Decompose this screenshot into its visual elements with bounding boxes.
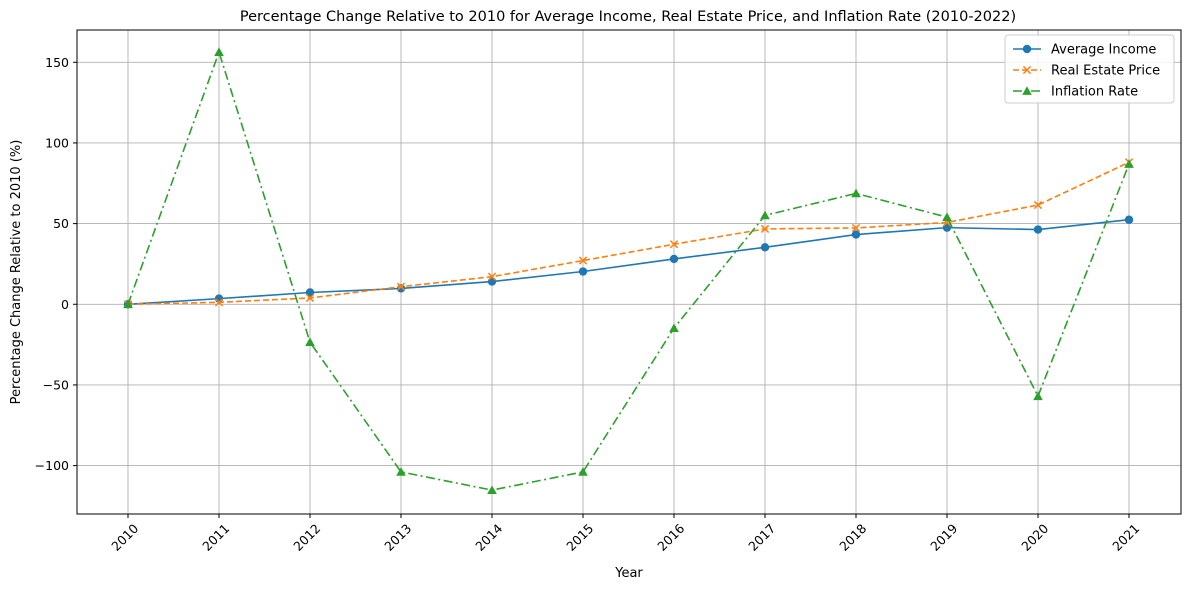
data-point-average-income: [1124, 215, 1134, 224]
data-point-real-estate-price: [305, 293, 315, 303]
data-point-inflation-rate: [669, 323, 679, 332]
legend-marker: [1022, 86, 1032, 95]
x-tick-label: 2017: [745, 521, 778, 554]
data-point-real-estate-price: [396, 282, 406, 291]
legend-box: [1004, 34, 1175, 104]
y-tick-label: 100: [45, 135, 69, 150]
y-tick-label: 50: [53, 216, 69, 231]
grid: [77, 30, 1181, 514]
data-point-inflation-rate: [942, 212, 952, 221]
y-tick-label: 150: [45, 55, 69, 70]
y-axis-label: Percentage Change Relative to 2010 (%): [9, 140, 24, 405]
x-axis: 2010 2011 2012 2013 2014 2015 2016 2017 2018 2019…: [108, 514, 1142, 554]
y-tick-label: −50: [43, 377, 69, 392]
data-point-real-estate-price: [669, 240, 679, 249]
legend-label: Inflation Rate: [1051, 85, 1138, 100]
legend: Average Income Real Estate Price Inflation…: [1004, 34, 1175, 104]
x-tick-label: 2019: [927, 521, 960, 554]
series-line-inflation-rate: [127, 51, 1130, 491]
data-point-average-income: [1033, 225, 1043, 234]
data-point-inflation-rate: [487, 485, 497, 494]
data-point-inflation-rate: [1033, 391, 1043, 401]
data-point-average-income: [305, 288, 315, 297]
plot-frame: [76, 29, 1182, 515]
legend-item-average-income: Average Income: [1013, 43, 1156, 58]
y-tick-label: −100: [35, 458, 69, 473]
data-point-average-income: [578, 267, 588, 276]
series-group: [123, 47, 1134, 494]
series-inflation-rate: [123, 47, 1134, 494]
legend-marker: [1022, 65, 1032, 75]
data-point-real-estate-price: [214, 298, 224, 307]
x-tick-label: 2013: [381, 521, 414, 554]
x-tick-label: 2014: [472, 521, 505, 554]
data-point-inflation-rate: [578, 467, 588, 476]
legend-label: Average Income: [1051, 43, 1156, 58]
y-tick-label: 0: [61, 297, 69, 312]
legend-item-inflation-rate: Inflation Rate: [1013, 85, 1138, 100]
x-tick-label: 2012: [290, 521, 323, 554]
x-tick-label: 2011: [199, 521, 232, 554]
x-tick-label: 2021: [1109, 521, 1142, 554]
data-point-inflation-rate: [851, 188, 861, 198]
legend-item-real-estate-price: Real Estate Price: [1013, 64, 1160, 79]
data-point-average-income: [851, 230, 861, 239]
data-point-average-income: [760, 243, 770, 252]
data-point-average-income: [396, 284, 406, 293]
x-tick-label: 2010: [108, 521, 141, 554]
data-point-inflation-rate: [1124, 159, 1134, 168]
data-point-inflation-rate: [305, 337, 315, 347]
x-tick-label: 2018: [836, 521, 869, 554]
legend-marker: [1022, 44, 1032, 54]
data-point-real-estate-price: [760, 224, 770, 234]
x-axis-label: Year: [614, 566, 643, 581]
y-axis: −100 −50 0 50 100 150: [35, 55, 77, 473]
data-point-real-estate-price: [578, 256, 588, 265]
data-point-real-estate-price: [851, 223, 861, 233]
data-point-inflation-rate: [123, 299, 133, 309]
series-line-average-income: [127, 218, 1130, 306]
data-point-real-estate-price: [1033, 200, 1043, 210]
legend-label: Real Estate Price: [1051, 64, 1160, 79]
chart-title: Percentage Change Relative to 2010 for A…: [240, 9, 1016, 25]
data-point-inflation-rate: [214, 47, 224, 56]
series-line-real-estate-price: [127, 161, 1130, 306]
x-tick-label: 2015: [563, 521, 596, 554]
data-point-average-income: [669, 254, 679, 264]
x-tick-label: 2020: [1018, 521, 1051, 554]
data-point-inflation-rate: [396, 467, 406, 476]
x-tick-label: 2016: [654, 521, 687, 554]
data-point-real-estate-price: [487, 272, 497, 281]
data-point-inflation-rate: [760, 210, 770, 220]
